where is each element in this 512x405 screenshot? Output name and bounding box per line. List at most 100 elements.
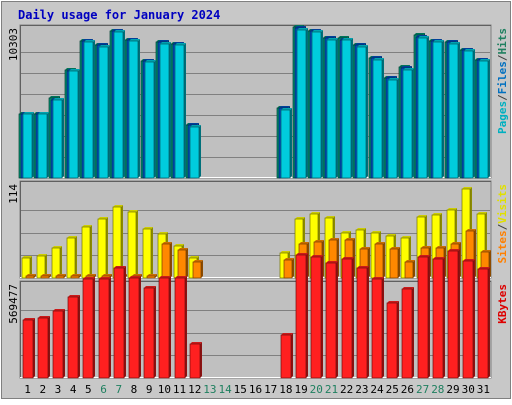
bar-side [184,43,186,178]
bar-kbytes [37,316,50,379]
bar-top [325,36,336,38]
bar-kbytes [417,255,430,379]
bar-top [357,266,369,268]
x-tick-label: 31 [477,383,490,396]
bar-top [478,267,490,269]
bar-sites [389,247,400,279]
bar-face [128,277,140,379]
bar-side [488,267,490,378]
bar-side [47,112,49,178]
bar-kbytes [143,286,156,379]
bar-pages [341,38,353,179]
bar-face [52,99,63,179]
bar-top [372,277,384,279]
bar-sites [283,258,294,279]
bar-top [37,254,47,256]
bar-top [464,49,475,51]
bar-face [477,268,489,379]
bar-pages [189,125,201,179]
x-tick-label: 19 [294,383,307,396]
bar-top [338,36,349,38]
bar-top [281,333,293,335]
bar-top [114,266,126,268]
bar-face [82,278,94,379]
bar-visits [21,256,32,279]
bar-face [432,258,444,379]
bar-top [53,98,64,100]
bar-top [145,60,156,62]
bar-top [466,229,476,231]
bar-side [106,217,108,278]
bar-sites [55,274,66,279]
bar-top [327,38,338,40]
bar-top [38,112,49,114]
bar-face [478,60,489,179]
bar-side [351,38,353,178]
bar-side [199,125,201,178]
bar-side [30,256,32,278]
bar-top [128,210,138,212]
bar-kbytes [371,277,384,379]
bar-top [98,217,108,219]
bar-face [51,247,61,279]
bar-pages [432,40,444,179]
bar-side [48,316,50,378]
bar-side [427,36,429,178]
bar-face [389,248,399,279]
bar-top [53,309,65,311]
bar-face [83,41,94,179]
bar-top [158,232,168,234]
bar-face [113,31,124,179]
bar-side [138,39,140,178]
bar-side [201,260,203,278]
bar-pages [463,49,475,179]
bar-pages [144,60,156,179]
bar-side [488,59,490,178]
bar-top [373,58,384,60]
bar-top [190,125,201,127]
bar-kbytes [189,342,202,379]
bar-top [357,45,368,47]
bar-top [82,225,92,227]
bar-top [295,217,305,219]
bar-pages [311,30,323,179]
bar-pages [83,40,95,179]
bar-side [154,60,156,178]
bar-face [97,218,107,279]
bar-face [189,343,201,379]
bar-top [375,242,385,244]
bar-top [421,246,431,248]
bar-face [462,260,474,379]
chart-title: Daily usage for January 2024 [18,8,220,22]
bar-face [143,287,155,379]
bar-top [158,40,169,42]
x-tick-label: 25 [386,383,399,396]
bar-top [84,40,95,42]
bar-kbytes [447,249,460,379]
bar-face [374,243,384,279]
bar-side [398,247,400,278]
y-max-label-kbytes: 569477 [7,284,20,324]
x-tick-label: 13 [203,383,216,396]
bar-side [366,45,368,178]
bar-top [299,242,309,244]
bar-pages [52,98,64,179]
x-tick-label: 21 [325,383,338,396]
bar-face [310,256,322,379]
bar-face [37,113,48,179]
bar-top [193,260,203,262]
y-max-label-visits-sites: 114 [7,184,20,204]
bar-side [291,333,293,378]
bar-kbytes [52,309,65,379]
bar-face [280,334,292,379]
legend-entry: / [496,223,509,230]
bar-top [97,43,108,45]
bar-side [155,274,157,278]
bar-top [284,258,294,260]
bar-kbytes [280,333,293,379]
bar-face [161,243,171,279]
bar-kbytes [174,276,187,379]
bar-top [280,251,290,253]
bar-top [387,301,399,303]
bar-side [62,98,64,178]
